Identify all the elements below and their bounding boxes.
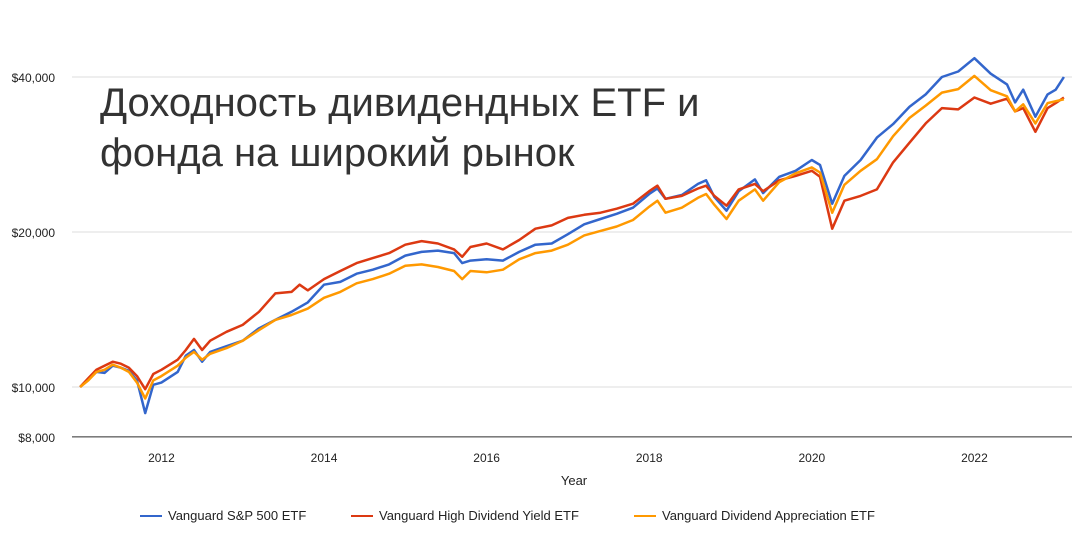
- legend: Vanguard S&P 500 ETF Vanguard High Divid…: [0, 508, 1084, 530]
- legend-swatch: [634, 514, 656, 517]
- y-tick-label: $40,000: [12, 71, 56, 85]
- legend-swatch: [140, 514, 162, 517]
- x-tick-label: 2020: [798, 451, 825, 465]
- y-tick-label: $20,000: [12, 226, 56, 240]
- series-line-dividend-appreciation: [79, 74, 1065, 400]
- legend-item-high-dividend[interactable]: Vanguard High Dividend Yield ETF: [351, 508, 579, 523]
- series-line-sp500: [79, 56, 1065, 415]
- chart-title: Доходность дивидендных ETF и фонда на ши…: [100, 81, 700, 175]
- legend-label: Vanguard High Dividend Yield ETF: [379, 508, 579, 523]
- x-tick-label: 2018: [636, 451, 663, 465]
- x-tick-label: 2012: [148, 451, 175, 465]
- legend-item-sp500[interactable]: Vanguard S&P 500 ETF: [140, 508, 306, 523]
- legend-item-dividend-appreciation[interactable]: Vanguard Dividend Appreciation ETF: [634, 508, 875, 523]
- y-tick-label: $8,000: [18, 431, 55, 445]
- x-tick-label: 2016: [473, 451, 500, 465]
- legend-label: Vanguard S&P 500 ETF: [168, 508, 307, 523]
- x-axis-tick-labels: 2012 2014 2016 2018 2020 2022: [148, 451, 988, 465]
- y-tick-label: $10,000: [12, 381, 56, 395]
- x-tick-label: 2022: [961, 451, 988, 465]
- y-axis-tick-labels: $8,000 $10,000 $20,000 $40,000: [12, 71, 56, 445]
- x-tick-label: 2014: [311, 451, 338, 465]
- x-axis-label: Year: [561, 473, 588, 488]
- legend-label: Vanguard Dividend Appreciation ETF: [662, 508, 875, 523]
- series-line-high-dividend: [79, 96, 1065, 391]
- series-lines: [79, 56, 1065, 415]
- legend-swatch: [351, 514, 373, 517]
